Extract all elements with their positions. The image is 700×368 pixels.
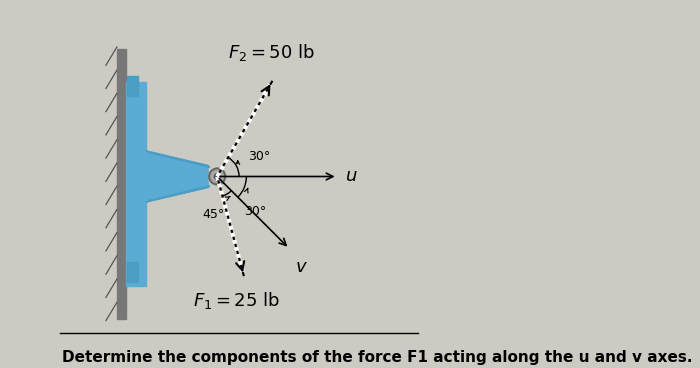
Text: $F_1 = 25$ lb: $F_1 = 25$ lb xyxy=(193,290,280,311)
Text: Determine the components of the force F1 acting along the u and v axes.: Determine the components of the force F1… xyxy=(62,350,693,365)
Polygon shape xyxy=(146,151,210,167)
Bar xyxy=(127,76,139,96)
Text: $v$: $v$ xyxy=(295,258,308,276)
Text: $u$: $u$ xyxy=(345,167,358,185)
Bar xyxy=(126,82,146,286)
Text: 30°: 30° xyxy=(244,205,267,217)
Text: $F_2 = 50$ lb: $F_2 = 50$ lb xyxy=(228,42,316,63)
Polygon shape xyxy=(146,185,210,202)
Bar xyxy=(127,262,139,282)
Text: 30°: 30° xyxy=(248,150,270,163)
Bar xyxy=(117,49,126,319)
Circle shape xyxy=(209,169,225,184)
Polygon shape xyxy=(146,151,208,202)
Circle shape xyxy=(214,174,220,180)
Text: 45°: 45° xyxy=(202,208,225,221)
